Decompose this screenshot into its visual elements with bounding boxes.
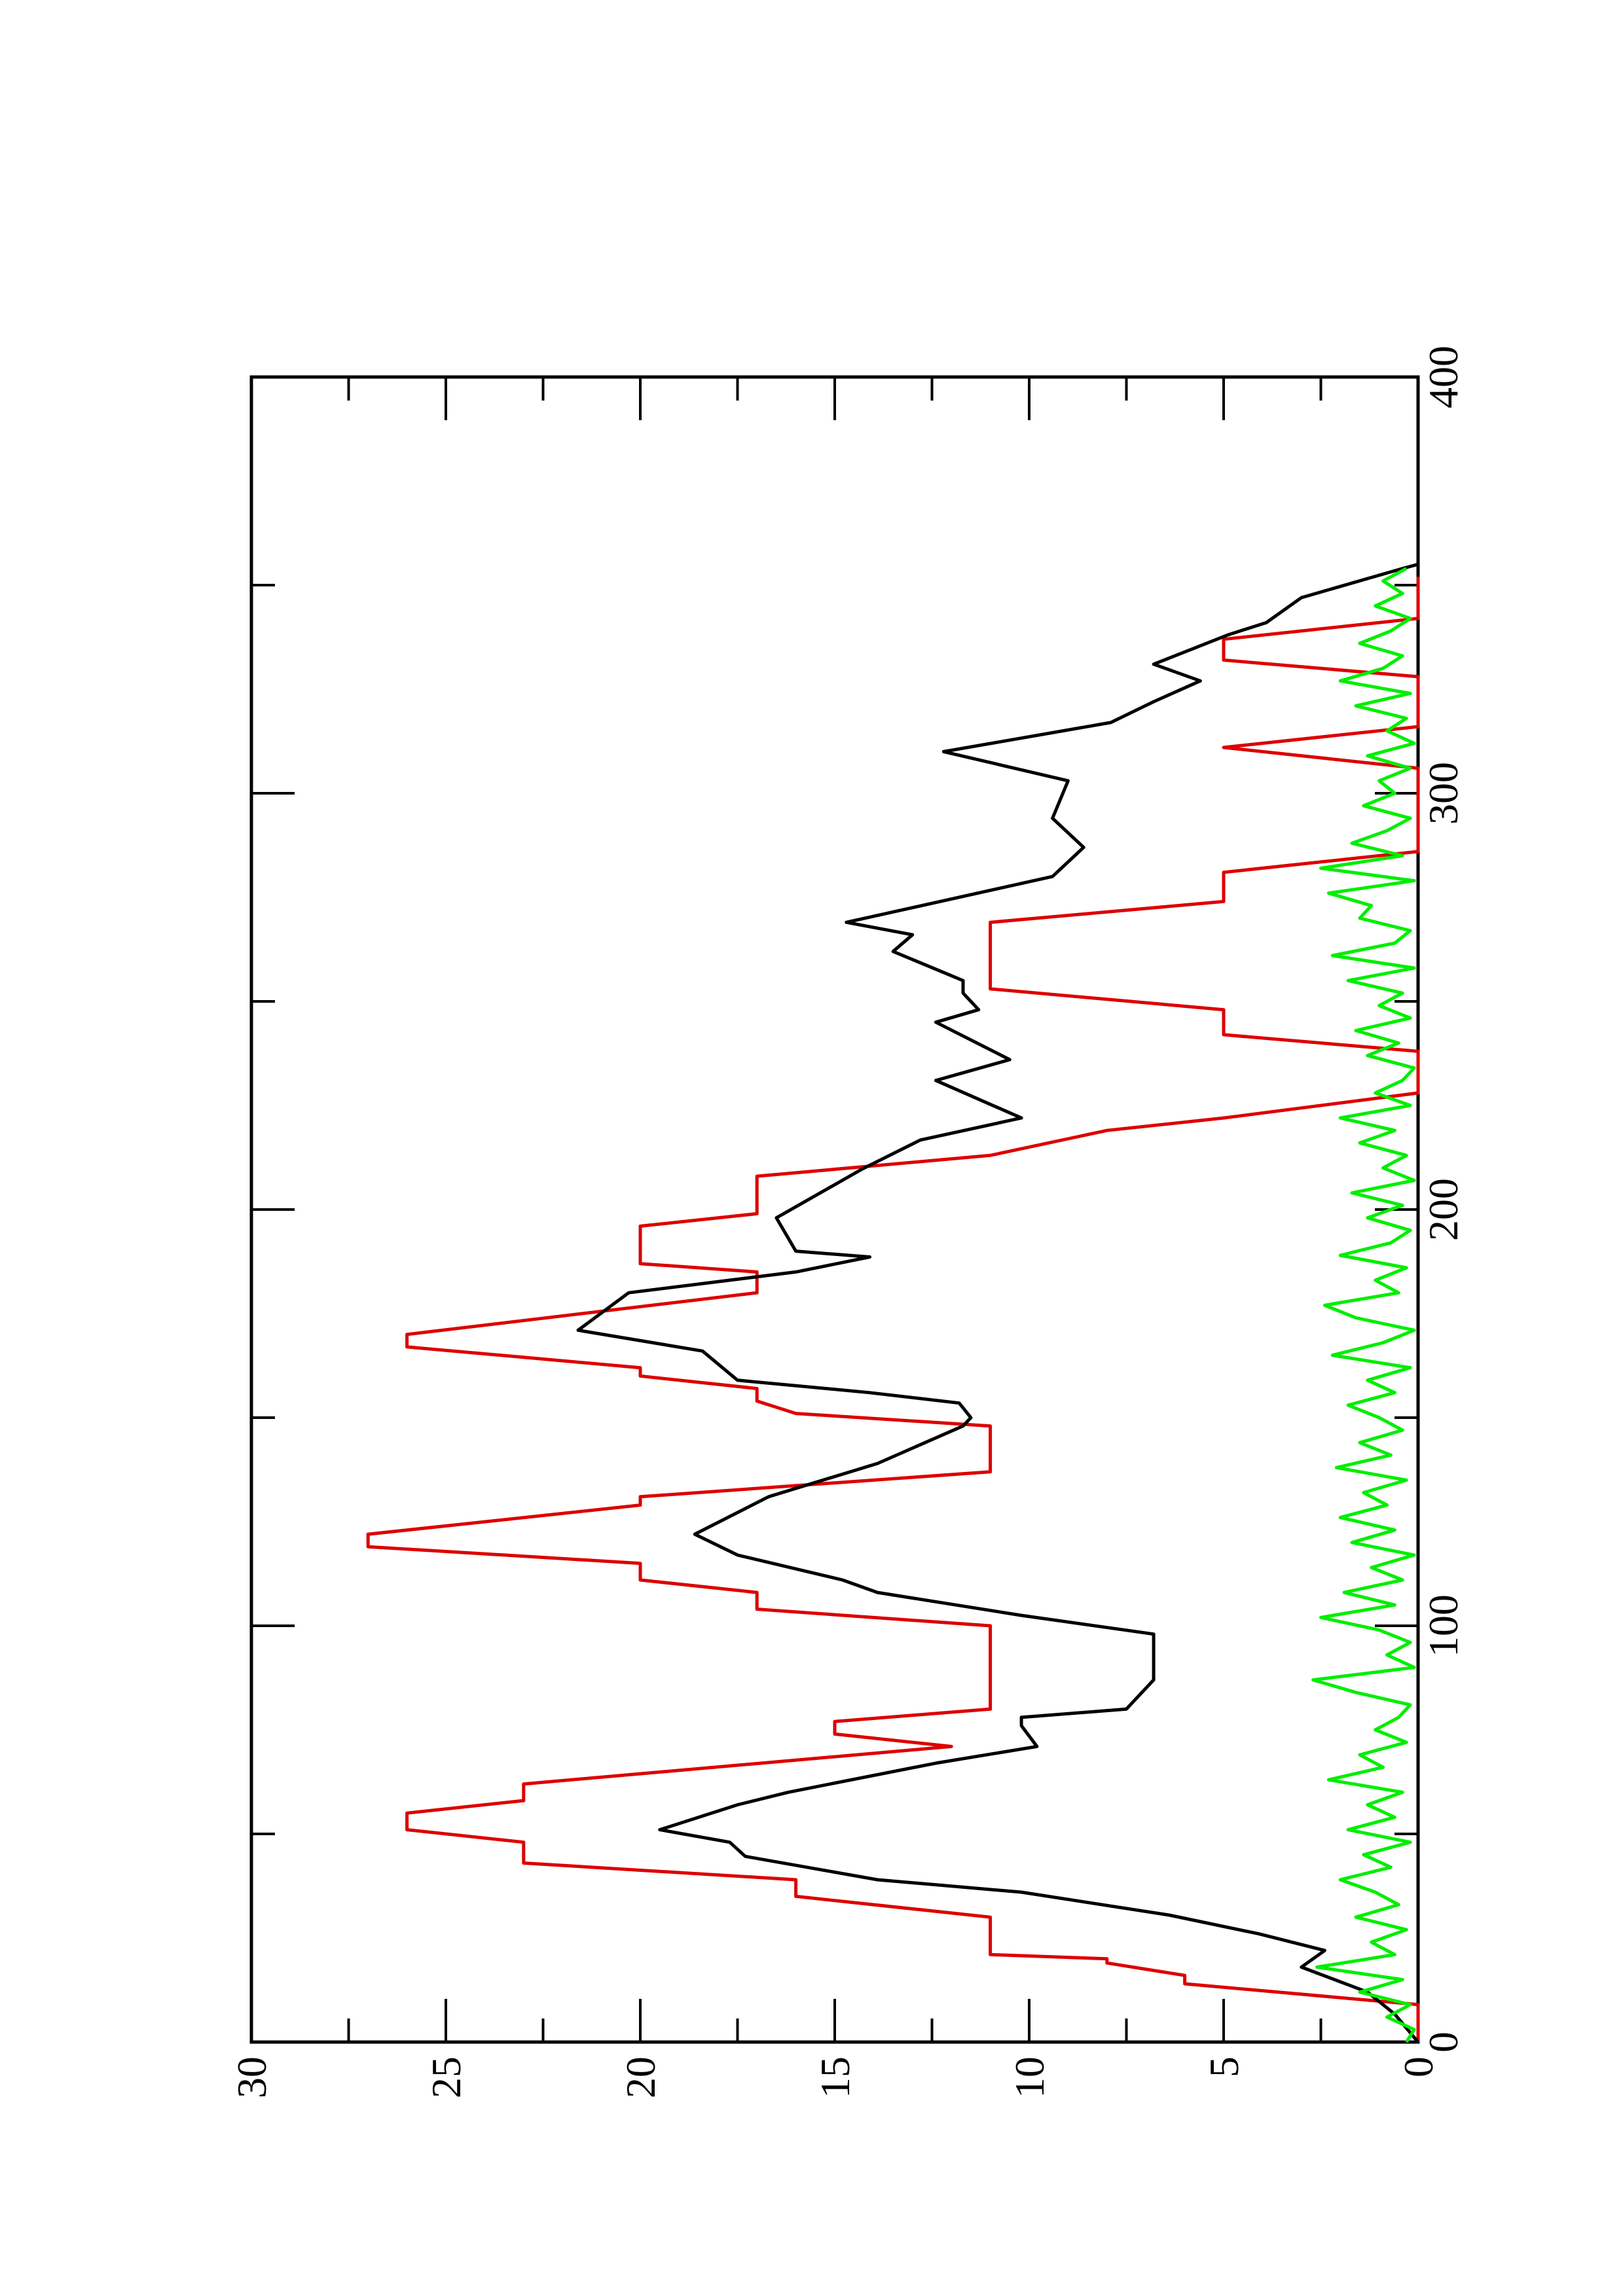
y-tick-label: 20: [617, 2056, 664, 2098]
rotated-plot: 0 100 200 300 400 0 5 10 15 20 25 30: [228, 346, 1467, 2098]
x-tick-label: 0: [1420, 2032, 1467, 2053]
plot-frame: [249, 375, 1420, 2044]
x-tick-label: 200: [1420, 1178, 1467, 1241]
x-tick-label: 400: [1420, 346, 1467, 408]
y-tick-label: 30: [228, 2056, 275, 2098]
x-tick-label: 300: [1420, 762, 1467, 825]
y-tick-label: 5: [1201, 2056, 1247, 2077]
y-tick-label: 25: [423, 2056, 469, 2098]
line-series: [1311, 567, 1416, 2043]
y-tick-label: 0: [1395, 2056, 1442, 2077]
line-series: [366, 577, 1420, 2042]
x-tick-label: 100: [1420, 1594, 1467, 1657]
line-series: [576, 562, 1419, 2043]
y-tick-label: 10: [1006, 2056, 1053, 2098]
y-tick-label: 15: [812, 2056, 858, 2098]
